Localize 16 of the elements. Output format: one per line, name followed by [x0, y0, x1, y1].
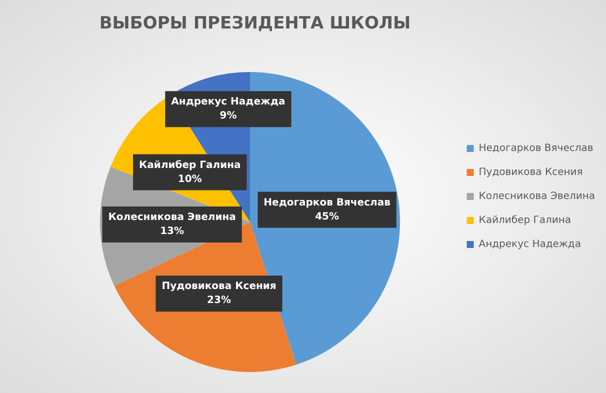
slice-label: Колесникова Эвелина	[108, 212, 236, 223]
legend-label: Пудовикова Ксения	[478, 167, 583, 178]
data-label: 13%	[160, 226, 184, 237]
data-label: 45%	[315, 211, 340, 222]
data-label: 10%	[178, 174, 202, 185]
legend-label: Андрекус Надежда	[478, 239, 581, 250]
data-label: 23%	[207, 295, 231, 306]
legend-label: Колесникова Эвелина	[478, 191, 596, 202]
chart-title: ВЫБОРЫ ПРЕЗИДЕНТА ШКОЛЫ	[99, 14, 411, 34]
slice-label: Кайлибер Галина	[139, 160, 241, 171]
slice-label: Пудовикова Ксения	[162, 281, 276, 292]
data-label: 9%	[220, 110, 237, 122]
legend-label: Кайлибер Галина	[478, 215, 572, 226]
slice-label: Андрекус Надежда	[171, 96, 286, 108]
legend-label: Недогарков Вячеслав	[478, 143, 594, 154]
slice-label: Недогарков Вячеслав	[264, 197, 390, 208]
